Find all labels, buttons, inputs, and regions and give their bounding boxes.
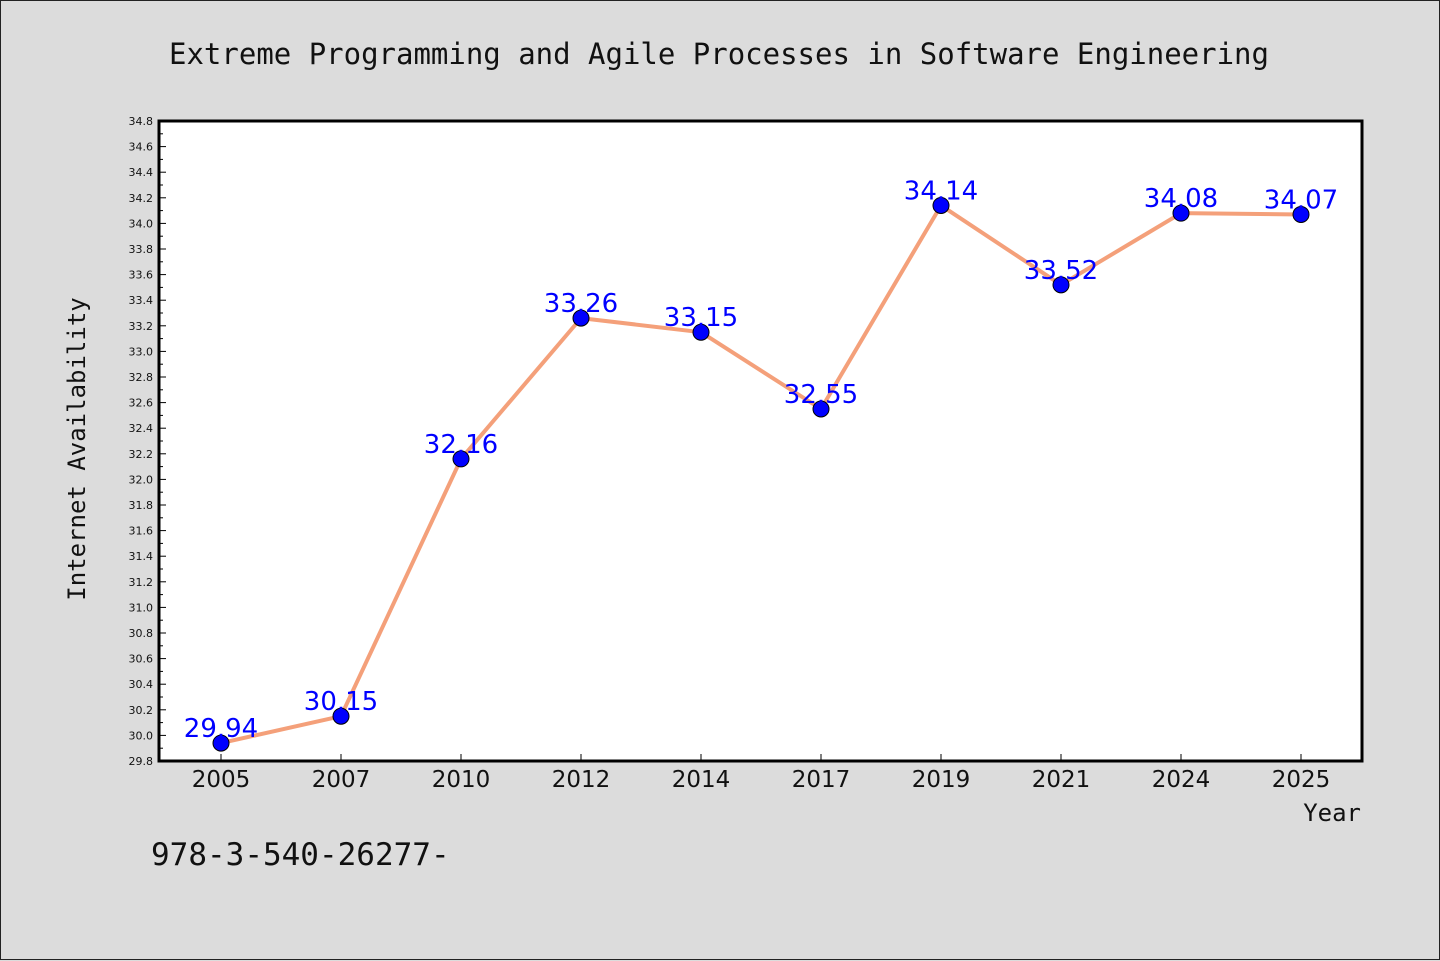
x-tick-label: 2021 — [1032, 767, 1091, 793]
y-tick-label: 33.2 — [129, 320, 154, 333]
y-tick-label: 30.8 — [129, 627, 154, 640]
data-label: 33.15 — [664, 303, 738, 333]
y-tick-label: 31.8 — [129, 499, 154, 512]
data-markers — [212, 196, 1310, 752]
y-axis-title: Internet Availability — [63, 297, 91, 600]
y-tick-label: 30.2 — [129, 704, 154, 717]
data-label: 34.07 — [1264, 185, 1338, 215]
data-point — [212, 734, 230, 752]
y-tick-label: 34.0 — [129, 217, 154, 230]
y-tick-label: 33.8 — [129, 243, 154, 256]
x-tick-label: 2014 — [672, 767, 731, 793]
y-tick-label: 32.8 — [129, 371, 154, 384]
data-point — [1172, 204, 1190, 222]
y-tick-label: 34.6 — [129, 141, 154, 154]
y-tick-label: 32.6 — [129, 397, 154, 410]
y-tick-label: 31.0 — [129, 601, 154, 614]
chart-title: Extreme Programming and Agile Processes … — [169, 37, 1269, 71]
data-point — [572, 309, 590, 327]
isbn-text: 978-3-540-26277- — [151, 837, 450, 873]
data-label: 32.16 — [424, 430, 498, 460]
data-label: 33.26 — [544, 289, 618, 319]
data-label: 34.14 — [904, 176, 978, 206]
data-point — [332, 707, 350, 725]
y-tick-label: 34.2 — [129, 192, 154, 205]
data-point — [452, 450, 470, 468]
x-tick-label: 2005 — [192, 767, 251, 793]
series-line — [220, 203, 1302, 746]
x-tick-label: 2017 — [792, 767, 851, 793]
data-label: 33.52 — [1024, 256, 1098, 286]
y-tick-label: 32.0 — [129, 473, 154, 486]
y-tick-label: 31.2 — [129, 576, 154, 589]
y-tick-label: 31.6 — [129, 525, 154, 538]
x-axis-title: Year — [1303, 799, 1361, 827]
y-tick-label: 30.4 — [129, 678, 154, 691]
data-point — [1292, 205, 1310, 223]
data-label: 32.55 — [784, 380, 858, 410]
series-line-group — [220, 203, 1302, 746]
data-labels: 29.94 30.15 32.16 33.26 33.15 32.55 34.14 33.52… — [184, 176, 1338, 744]
data-label: 29.94 — [184, 714, 258, 744]
data-point — [692, 323, 710, 341]
x-axis-ticks: 2005 2007 2010 2012 2014 2017 2019 2021 2024 2025 — [192, 754, 1331, 793]
y-tick-label: 31.4 — [129, 550, 154, 563]
data-point — [932, 196, 950, 214]
y-tick-label: 29.8 — [129, 755, 154, 768]
y-tick-label: 30.6 — [129, 653, 154, 666]
x-tick-label: 2012 — [552, 767, 611, 793]
y-tick-label: 34.4 — [129, 166, 154, 179]
data-point — [812, 400, 830, 418]
y-tick-label: 33.0 — [129, 345, 154, 358]
data-label: 34.08 — [1144, 184, 1218, 214]
y-axis-ticks: 29.8 30.0 30.2 30.4 30.6 30.8 31.0 31.2 31.4 31.6… — [129, 115, 166, 768]
data-point — [1052, 276, 1070, 294]
x-tick-label: 2007 — [312, 767, 371, 793]
y-tick-label: 30.0 — [129, 729, 154, 742]
y-tick-label: 34.8 — [129, 115, 154, 128]
plot-area — [159, 121, 1362, 761]
x-tick-label: 2010 — [432, 767, 491, 793]
x-tick-label: 2024 — [1152, 767, 1211, 793]
y-tick-label: 32.4 — [129, 422, 154, 435]
x-tick-label: 2025 — [1272, 767, 1331, 793]
y-tick-label: 32.2 — [129, 448, 154, 461]
x-tick-label: 2019 — [912, 767, 971, 793]
y-tick-label: 33.6 — [129, 269, 154, 282]
y-tick-label: 33.4 — [129, 294, 154, 307]
data-label: 30.15 — [304, 687, 378, 717]
plot-border — [157, 119, 1364, 763]
